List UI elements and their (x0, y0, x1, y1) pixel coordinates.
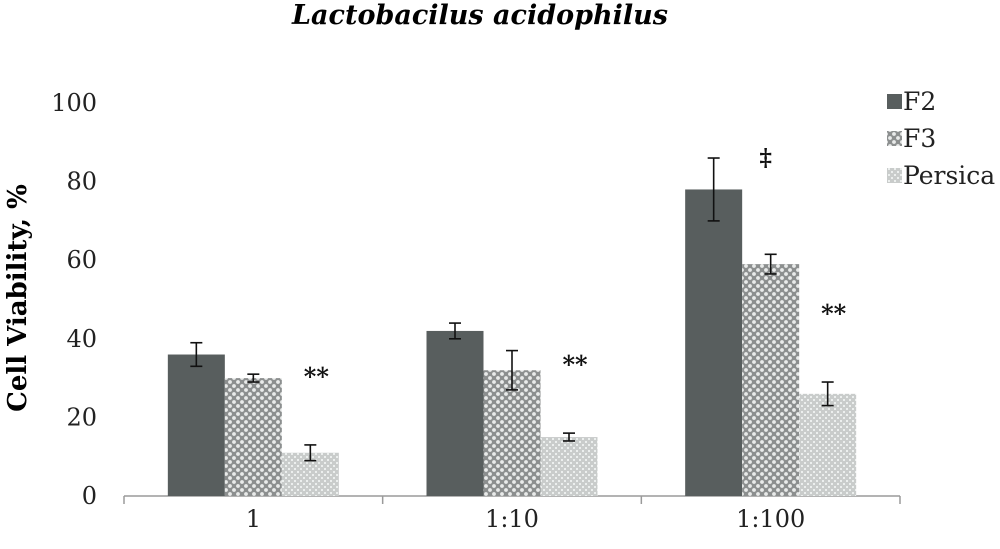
significance-annotation: ** (562, 350, 588, 379)
y-tick-label: 100 (51, 89, 97, 117)
chart-title: Lactobacilus acidophilus (291, 0, 668, 31)
bar-f2-1-10 (426, 330, 484, 496)
bars-group (167, 157, 857, 496)
legend-label-f3: F3 (903, 124, 936, 153)
y-tick-label: 40 (66, 325, 97, 353)
legend-swatch-persica (887, 168, 902, 183)
bar-f2-1-100 (685, 189, 743, 496)
y-axis-label: Cell Viability, % (3, 184, 33, 412)
legend-swatch-f2 (887, 94, 902, 109)
y-tick-label: 20 (66, 403, 97, 431)
y-tick-label: 80 (66, 168, 97, 196)
x-tick-label: 1 (246, 505, 261, 533)
significance-annotation: ‡ (759, 143, 772, 172)
x-tick-label: 1:100 (736, 505, 805, 533)
legend-label-f2: F2 (903, 87, 936, 116)
bar-persica-1-100 (799, 393, 857, 496)
bar-f2-1 (167, 354, 225, 496)
bar-persica-1-10 (540, 437, 598, 496)
significance-annotation: ** (304, 362, 330, 391)
bar-f3-1 (224, 378, 282, 496)
legend-label-persica: Persica (903, 161, 995, 190)
significance-annotation: ** (821, 299, 847, 328)
legend: F2 F3 Persica (887, 87, 995, 190)
y-tick-label: 60 (66, 246, 97, 274)
legend-swatch-f3 (887, 131, 902, 146)
y-axis-ticks: 0 20 40 60 80 100 (51, 89, 97, 510)
bar-f3-1-10 (483, 370, 541, 496)
y-tick-label: 0 (82, 482, 97, 510)
x-axis-ticks: 1 1:10 1:100 (123, 496, 901, 533)
bar-f3-1-100 (742, 264, 800, 496)
annotations-group: ** ** ** ‡ (304, 143, 847, 391)
x-tick-label: 1:10 (485, 505, 539, 533)
